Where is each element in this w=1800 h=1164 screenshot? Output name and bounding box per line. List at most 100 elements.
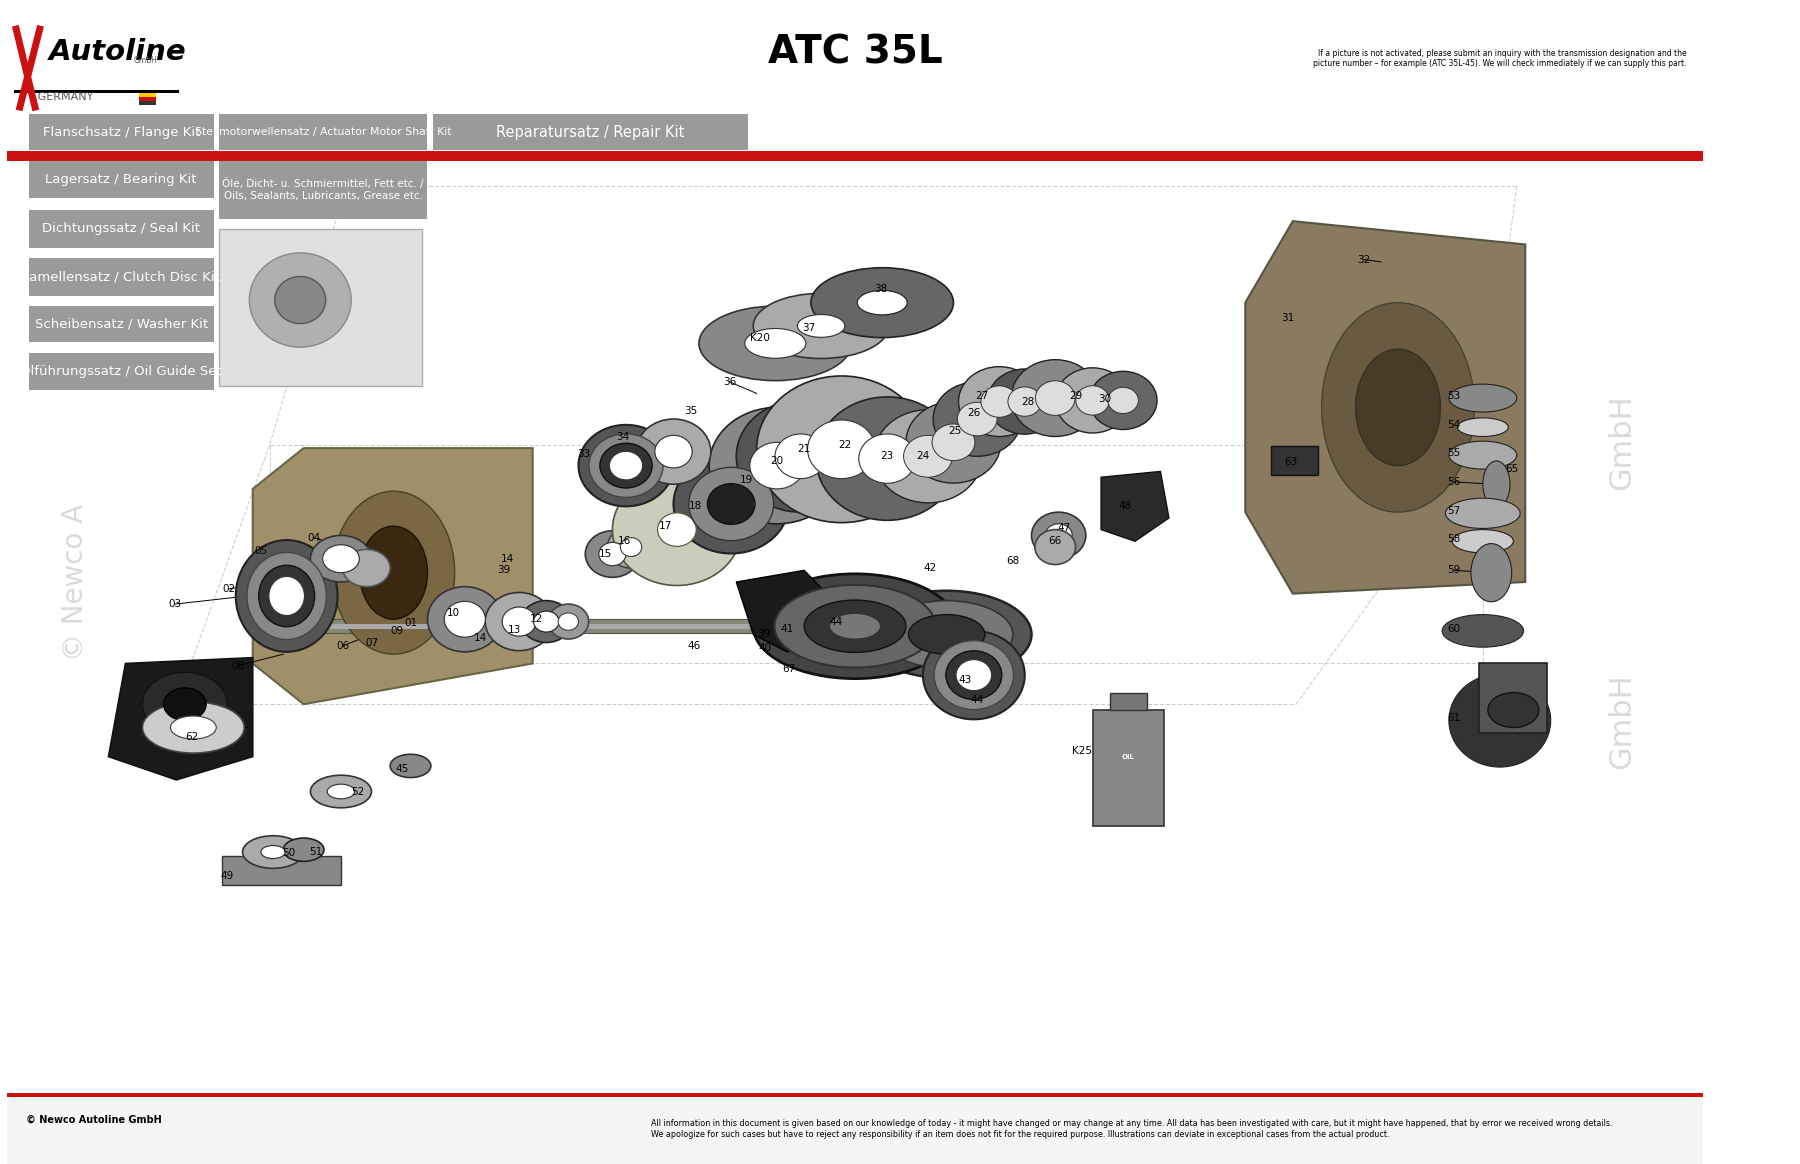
Text: 21: 21 <box>797 445 810 454</box>
Text: 02: 02 <box>223 584 236 594</box>
Ellipse shape <box>1449 441 1517 469</box>
Bar <box>29 114 214 150</box>
Text: Autoline: Autoline <box>49 38 187 66</box>
Text: © Newco Autoline GmbH: © Newco Autoline GmbH <box>25 1115 162 1124</box>
Text: 04: 04 <box>308 533 320 542</box>
Text: GmbH: GmbH <box>1607 395 1636 490</box>
Bar <box>220 229 423 386</box>
Ellipse shape <box>1489 693 1539 728</box>
Ellipse shape <box>923 631 1024 719</box>
Ellipse shape <box>1449 384 1517 412</box>
Text: 09: 09 <box>391 626 403 636</box>
Text: © Newco A: © Newco A <box>61 503 88 661</box>
Bar <box>29 306 214 342</box>
Text: 63: 63 <box>1285 457 1298 467</box>
Ellipse shape <box>328 785 355 799</box>
Text: 62: 62 <box>185 732 198 741</box>
Ellipse shape <box>171 716 216 739</box>
Text: 27: 27 <box>976 391 988 400</box>
Ellipse shape <box>932 382 1021 456</box>
Text: GmbH: GmbH <box>1607 674 1636 769</box>
Bar <box>220 161 427 219</box>
Text: 54: 54 <box>1447 420 1460 430</box>
Text: 08: 08 <box>230 661 245 670</box>
Text: If a picture is not activated, please submit an inquiry with the transmission de: If a picture is not activated, please su… <box>1312 49 1687 68</box>
Text: ATC 35L: ATC 35L <box>767 34 943 71</box>
Ellipse shape <box>776 434 826 478</box>
Text: 48: 48 <box>1118 502 1132 511</box>
Text: 58: 58 <box>1447 534 1460 544</box>
Text: 57: 57 <box>1447 506 1460 516</box>
Text: Scheibensatz / Washer Kit: Scheibensatz / Washer Kit <box>34 318 207 331</box>
Ellipse shape <box>873 410 983 503</box>
Bar <box>1271 446 1318 475</box>
Ellipse shape <box>610 452 643 480</box>
Text: 07: 07 <box>365 638 378 647</box>
Ellipse shape <box>635 419 711 484</box>
Text: 56: 56 <box>1447 477 1460 487</box>
Ellipse shape <box>756 376 927 523</box>
Text: 29: 29 <box>1069 391 1082 400</box>
Ellipse shape <box>621 538 643 556</box>
Ellipse shape <box>1046 524 1073 547</box>
Ellipse shape <box>812 268 954 338</box>
Ellipse shape <box>547 604 589 639</box>
Text: 01: 01 <box>403 618 418 627</box>
Text: 42: 42 <box>923 563 936 573</box>
Ellipse shape <box>142 673 227 736</box>
Ellipse shape <box>698 306 851 381</box>
Text: 44: 44 <box>970 695 985 704</box>
Ellipse shape <box>745 328 806 359</box>
Ellipse shape <box>932 424 976 461</box>
Ellipse shape <box>342 549 391 587</box>
Text: 61: 61 <box>1447 714 1460 723</box>
Text: OIL: OIL <box>1121 753 1134 760</box>
Ellipse shape <box>673 455 788 554</box>
Text: 22: 22 <box>839 440 851 449</box>
Text: 36: 36 <box>724 377 736 386</box>
Ellipse shape <box>250 253 351 347</box>
Bar <box>304 624 965 629</box>
Ellipse shape <box>599 542 626 566</box>
Text: 12: 12 <box>529 615 544 624</box>
Text: 05: 05 <box>254 546 268 555</box>
Text: K25: K25 <box>1073 746 1093 755</box>
Polygon shape <box>1102 471 1168 541</box>
Bar <box>221 856 340 885</box>
Ellipse shape <box>310 775 371 808</box>
Text: 44: 44 <box>830 617 842 626</box>
Text: 13: 13 <box>508 625 520 634</box>
Text: Lamellensatz / Clutch Disc Kit: Lamellensatz / Clutch Disc Kit <box>22 270 220 284</box>
Text: 49: 49 <box>221 872 234 881</box>
Text: 50: 50 <box>283 849 295 858</box>
Text: 35: 35 <box>684 406 697 416</box>
Ellipse shape <box>612 474 742 585</box>
Polygon shape <box>736 570 839 652</box>
Text: Flanschsatz / Flange Kit: Flanschsatz / Flange Kit <box>43 126 200 139</box>
Ellipse shape <box>360 526 427 619</box>
Ellipse shape <box>1008 386 1042 417</box>
Ellipse shape <box>1107 388 1138 413</box>
Text: GmbH: GmbH <box>133 56 158 65</box>
Text: 06: 06 <box>337 641 349 651</box>
Text: 46: 46 <box>688 641 700 651</box>
Ellipse shape <box>1453 530 1514 553</box>
Ellipse shape <box>862 591 1031 677</box>
Ellipse shape <box>808 420 875 478</box>
Ellipse shape <box>275 276 326 324</box>
Bar <box>1480 663 1548 733</box>
Text: 59: 59 <box>1447 566 1460 575</box>
Text: 30: 30 <box>1098 395 1111 404</box>
Text: .GERMANY: .GERMANY <box>34 92 94 101</box>
Ellipse shape <box>1089 371 1157 430</box>
Ellipse shape <box>981 385 1017 418</box>
Ellipse shape <box>333 491 455 654</box>
Bar <box>1093 710 1165 826</box>
Text: 67: 67 <box>783 665 796 674</box>
Text: 10: 10 <box>446 609 459 618</box>
Ellipse shape <box>1055 368 1130 433</box>
Text: 60: 60 <box>1447 624 1460 633</box>
Ellipse shape <box>830 613 880 639</box>
Ellipse shape <box>236 540 338 652</box>
Ellipse shape <box>520 601 572 643</box>
